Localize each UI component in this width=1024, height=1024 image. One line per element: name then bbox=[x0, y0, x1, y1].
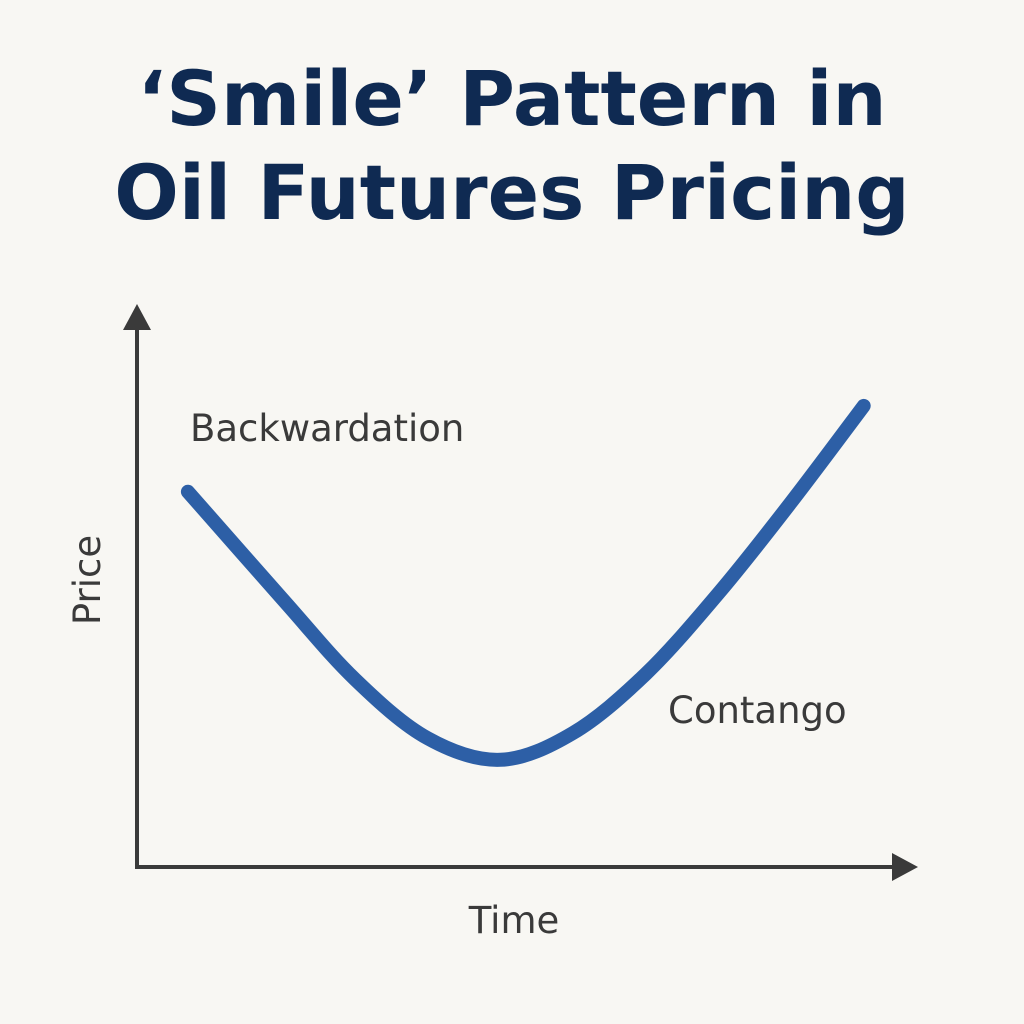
contango-label: Contango bbox=[668, 689, 847, 732]
backwardation-label: Backwardation bbox=[190, 407, 464, 450]
chart-title-line-2: Oil Futures Pricing bbox=[114, 148, 910, 237]
x-axis-arrow-icon bbox=[892, 853, 918, 881]
chart-title: ‘Smile’ Pattern in Oil Futures Pricing bbox=[0, 52, 1024, 240]
chart-title-line-1: ‘Smile’ Pattern in bbox=[137, 54, 887, 143]
x-axis-label: Time bbox=[468, 899, 560, 942]
price-curve bbox=[180, 398, 871, 767]
y-axis-arrow-icon bbox=[123, 304, 151, 330]
y-axis-label: Price bbox=[66, 535, 109, 625]
